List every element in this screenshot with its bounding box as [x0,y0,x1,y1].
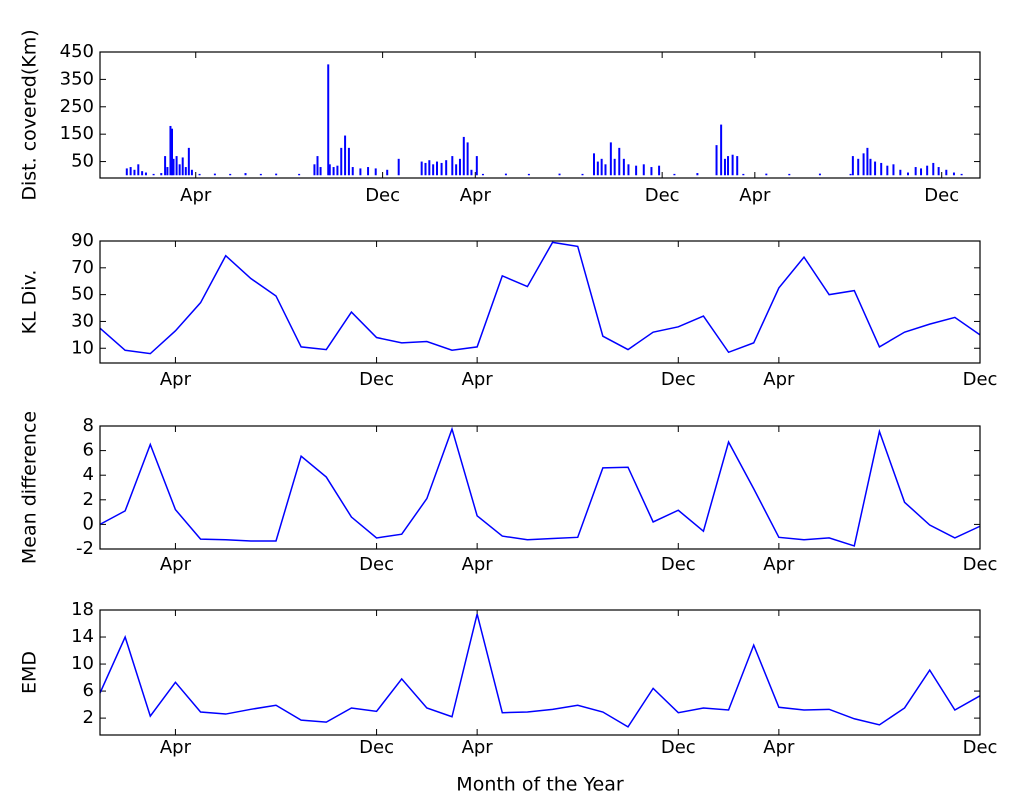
axes-frame [99,425,981,550]
subplot: -2 0 2 4 6 8 Mean difference Apr Dec Apr Dec Apr Dec [19,411,998,575]
data-line [99,426,981,547]
y-tick-label: 150 [60,123,94,144]
x-tick-label: Apr [180,185,212,206]
x-tick-label: Apr [462,369,494,390]
x-tick-label: Apr [763,737,795,758]
y-tick-label: 90 [71,230,94,251]
x-tick-label: Dec [661,737,696,758]
x-tick-label: Dec [661,369,696,390]
y-tick-label: 250 [60,96,94,117]
subplot: 50 150 250 350 450 Dist. covered(Km) Apr Dec Apr… [19,29,981,206]
x-tick-label: Dec [359,737,394,758]
x-tick-label: Apr [462,554,494,575]
x-tick-label: Apr [763,369,795,390]
axes-frame [99,51,981,179]
y-tick-label: 4 [83,464,94,485]
y-tick-label: 6 [83,440,94,461]
y-tick-label: 10 [71,653,94,674]
y-axis-label: Dist. covered(Km) [19,29,41,200]
y-tick-label: 70 [71,257,94,278]
y-tick-label: 50 [71,284,94,305]
y-tick-label: 2 [83,707,94,728]
y-tick-label: 50 [71,151,94,172]
x-tick-label: Dec [365,185,400,206]
x-tick-label: Dec [963,737,998,758]
data-line [99,613,981,728]
axes-frame [99,609,981,736]
x-tick-label: Dec [661,554,696,575]
x-tick-label: Apr [460,185,492,206]
subplot: 10 30 50 70 90 KL Div. Apr Dec Apr Dec Apr Dec [19,230,998,390]
y-axis-label: EMD [19,651,41,694]
y-tick-label: 350 [60,68,94,89]
y-tick-label: 14 [71,626,94,647]
y-tick-label: 450 [60,41,94,62]
y-axis-label: KL Div. [19,270,41,335]
y-axis-label: Mean difference [19,411,41,564]
x-tick-label: Dec [963,554,998,575]
x-tick-label: Apr [462,737,494,758]
y-tick-label: 2 [83,489,94,510]
x-tick-label: Apr [160,737,192,758]
x-tick-label: Dec [645,185,680,206]
x-tick-label: Apr [160,554,192,575]
subplot: 2 6 10 14 18 EMD Apr Dec Apr Dec Apr Dec Month of th… [19,599,998,796]
y-tick-label: -2 [76,538,94,559]
x-tick-label: Dec [359,369,394,390]
x-tick-label: Dec [359,554,394,575]
y-tick-label: 6 [83,680,94,701]
x-axis-label: Month of the Year [456,774,624,796]
y-tick-label: 8 [83,415,94,436]
axes-frame [99,240,981,364]
y-tick-label: 18 [71,599,94,620]
data-line [99,241,981,355]
x-tick-label: Apr [160,369,192,390]
y-tick-label: 10 [71,337,94,358]
x-tick-label: Dec [924,185,959,206]
x-tick-label: Apr [739,185,771,206]
x-tick-label: Dec [963,369,998,390]
x-tick-label: Apr [763,554,795,575]
y-tick-label: 0 [83,513,94,534]
y-tick-label: 30 [71,310,94,331]
